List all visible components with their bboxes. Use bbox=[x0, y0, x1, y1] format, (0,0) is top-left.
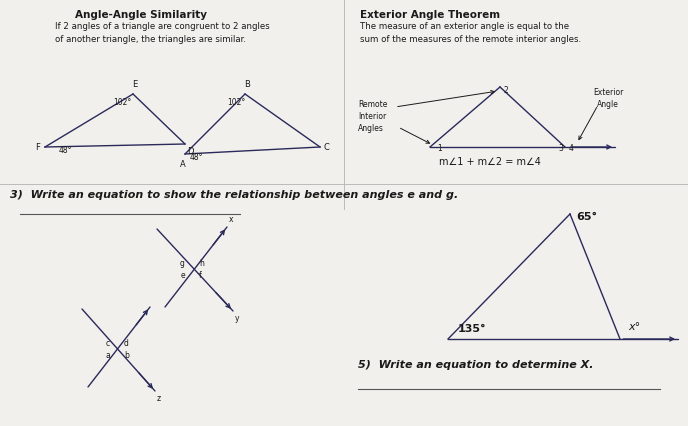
Text: b: b bbox=[124, 351, 129, 360]
Text: x°: x° bbox=[628, 321, 641, 331]
Text: 3)  Write an equation to show the relationship between angles e and g.: 3) Write an equation to show the relatio… bbox=[10, 190, 458, 199]
Text: m∠1 + m∠2 = m∠4: m∠1 + m∠2 = m∠4 bbox=[439, 157, 541, 167]
Text: c: c bbox=[106, 339, 110, 348]
Text: 5)  Write an equation to determine X.: 5) Write an equation to determine X. bbox=[358, 359, 594, 369]
Text: y: y bbox=[235, 313, 239, 322]
Text: Remote
Interior
Angles: Remote Interior Angles bbox=[358, 100, 387, 132]
Text: 135°: 135° bbox=[458, 323, 486, 333]
Text: 2: 2 bbox=[504, 86, 508, 95]
Text: e: e bbox=[180, 271, 185, 280]
Text: z: z bbox=[157, 393, 161, 402]
Text: Exterior
Angle: Exterior Angle bbox=[593, 88, 623, 109]
Text: g: g bbox=[180, 259, 185, 268]
Text: If 2 angles of a triangle are congruent to 2 angles
of another triangle, the tri: If 2 angles of a triangle are congruent … bbox=[55, 22, 270, 43]
Text: D: D bbox=[187, 147, 193, 155]
Text: 3: 3 bbox=[558, 144, 563, 153]
Text: 65°: 65° bbox=[576, 211, 597, 222]
Text: Exterior Angle Theorem: Exterior Angle Theorem bbox=[360, 10, 500, 20]
Text: a: a bbox=[105, 351, 110, 360]
Text: 48°: 48° bbox=[59, 146, 72, 155]
Text: 1: 1 bbox=[437, 144, 442, 153]
Text: d: d bbox=[124, 339, 129, 348]
Text: B: B bbox=[244, 80, 250, 89]
Text: C: C bbox=[324, 143, 330, 152]
Text: f: f bbox=[199, 271, 202, 280]
Text: The measure of an exterior angle is equal to the
sum of the measures of the remo: The measure of an exterior angle is equa… bbox=[360, 22, 581, 43]
Text: 102°: 102° bbox=[113, 98, 131, 107]
Text: x: x bbox=[229, 215, 233, 224]
Text: E: E bbox=[132, 80, 138, 89]
Text: A: A bbox=[180, 160, 186, 169]
Text: 48°: 48° bbox=[190, 153, 204, 161]
Text: h: h bbox=[199, 259, 204, 268]
Text: 4: 4 bbox=[569, 144, 574, 153]
Text: 102°: 102° bbox=[227, 98, 245, 107]
Text: F: F bbox=[35, 143, 40, 152]
Text: Angle-Angle Similarity: Angle-Angle Similarity bbox=[75, 10, 207, 20]
